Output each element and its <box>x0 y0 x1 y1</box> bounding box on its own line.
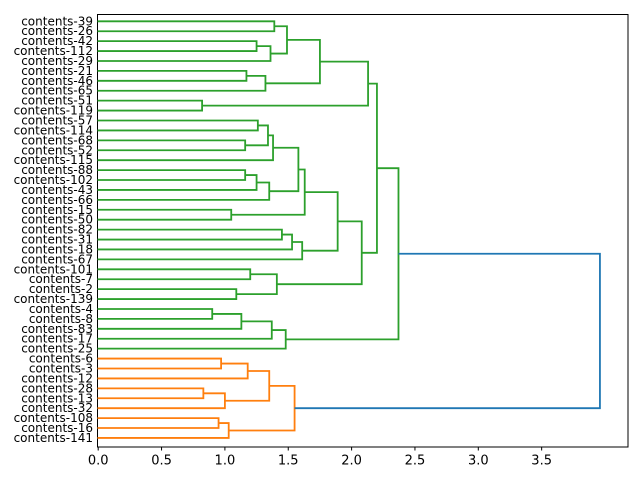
dendrogram-link <box>97 357 222 370</box>
leaf-label: contents-141 <box>14 431 93 445</box>
x-tick-label: 2.5 <box>405 454 426 469</box>
leaf-label: contents-2 <box>29 282 93 296</box>
dendrogram-link <box>97 392 226 410</box>
leaf-label: contents-82 <box>21 223 93 237</box>
x-tick-label: 3.0 <box>468 454 489 469</box>
dendrogram-link <box>231 168 306 216</box>
dendrogram-link <box>97 20 276 33</box>
leaf-label: contents-139 <box>14 292 93 306</box>
dendrogram-link <box>97 45 272 62</box>
dendrogram-link <box>97 320 273 340</box>
leaf-label: contents-17 <box>21 332 93 346</box>
leaf-label: contents-115 <box>14 153 93 167</box>
dendrogram-link <box>97 174 258 191</box>
leaf-label: contents-88 <box>21 163 93 177</box>
dendrogram-link <box>97 313 243 330</box>
leaf-label: contents-28 <box>21 381 93 395</box>
leaf-label: contents-39 <box>21 14 93 28</box>
dendrogram-link <box>97 268 252 281</box>
dendrogram-link <box>97 40 258 52</box>
x-tick-label: 2.0 <box>341 454 362 469</box>
leaf-label: contents-114 <box>14 123 93 137</box>
dendrogram-link <box>361 82 378 254</box>
dendrogram-link <box>97 181 271 201</box>
dendrogram-link <box>97 208 233 221</box>
dendrogram-link <box>97 417 220 429</box>
leaf-label: contents-51 <box>21 94 93 108</box>
leaf-label: contents-68 <box>21 133 93 147</box>
dendrogram-link <box>97 241 304 261</box>
leaf-label: contents-7 <box>29 272 93 286</box>
dendrogram-link <box>228 384 296 432</box>
leaf-label: contents-4 <box>29 302 93 316</box>
leaf-label: contents-42 <box>21 34 93 48</box>
leaf-label: contents-21 <box>21 64 93 78</box>
dendrogram-link <box>97 119 259 132</box>
leaf-label: contents-83 <box>21 322 93 336</box>
dendrogram-link <box>236 273 278 295</box>
dendrogram-link <box>97 99 203 112</box>
dendrogram-link <box>276 220 363 286</box>
dendrogram-link <box>97 362 249 380</box>
x-tick-label: 0.5 <box>151 454 172 469</box>
leaf-label: contents-57 <box>21 114 93 128</box>
dendrogram-link <box>302 191 339 252</box>
leaf-labels: contents-39contents-26contents-42content… <box>14 14 93 445</box>
leaf-label: contents-6 <box>29 352 93 366</box>
leaf-label: contents-15 <box>21 203 93 217</box>
x-tick-label: 0.0 <box>88 454 109 469</box>
x-tick-label: 1.5 <box>278 454 299 469</box>
dendrogram-link <box>245 124 269 147</box>
leaf-label: contents-102 <box>14 173 93 187</box>
leaf-label: contents-32 <box>21 401 93 415</box>
x-tick-label: 3.5 <box>531 454 552 469</box>
dendrogram-link <box>97 387 205 400</box>
leaf-label: contents-52 <box>21 143 93 157</box>
leaf-label: contents-65 <box>21 84 93 98</box>
x-axis: 0.0 0.5 1.0 1.5 2.0 2.5 3.0 3.5 <box>88 447 552 469</box>
axes-spines <box>97 14 629 448</box>
leaf-label: contents-13 <box>21 391 93 405</box>
leaf-label: contents-3 <box>29 362 93 376</box>
leaf-label: contents-29 <box>21 54 93 68</box>
dendrogram-link <box>294 252 601 410</box>
dendrogram-link <box>97 139 247 152</box>
x-tick-label: 1.0 <box>215 454 236 469</box>
dendrogram-link <box>97 308 214 320</box>
dendrogram-link <box>265 39 321 85</box>
leaf-label: contents-50 <box>21 213 93 227</box>
leaf-label: contents-31 <box>21 233 93 247</box>
leaf-label: contents-25 <box>21 342 93 356</box>
leaf-label: contents-112 <box>14 44 93 58</box>
leaf-label: contents-101 <box>14 262 93 276</box>
leaf-label: contents-16 <box>21 421 93 435</box>
plot-frame <box>97 14 629 448</box>
dendrogram-link <box>97 74 267 92</box>
dendrogram-link <box>97 422 230 439</box>
dendrogram-link <box>97 288 238 300</box>
leaf-label: contents-108 <box>14 411 93 425</box>
dendrogram-links <box>97 20 601 439</box>
dendrogram-link <box>97 169 247 181</box>
leaf-label: contents-43 <box>21 183 93 197</box>
leaf-label: contents-119 <box>14 104 93 118</box>
dendrogram-link <box>97 228 283 241</box>
dendrogram-link <box>97 70 248 82</box>
leaf-label: contents-46 <box>21 74 93 88</box>
leaf-label: contents-26 <box>21 24 93 38</box>
leaf-label: contents-12 <box>21 371 93 385</box>
dendrogram-link <box>97 134 274 162</box>
leaf-label: contents-18 <box>21 242 93 256</box>
dendrogram-link <box>97 233 293 251</box>
leaf-label: contents-66 <box>21 193 93 207</box>
leaf-label: contents-67 <box>21 252 93 266</box>
leaf-label: contents-8 <box>29 312 93 326</box>
